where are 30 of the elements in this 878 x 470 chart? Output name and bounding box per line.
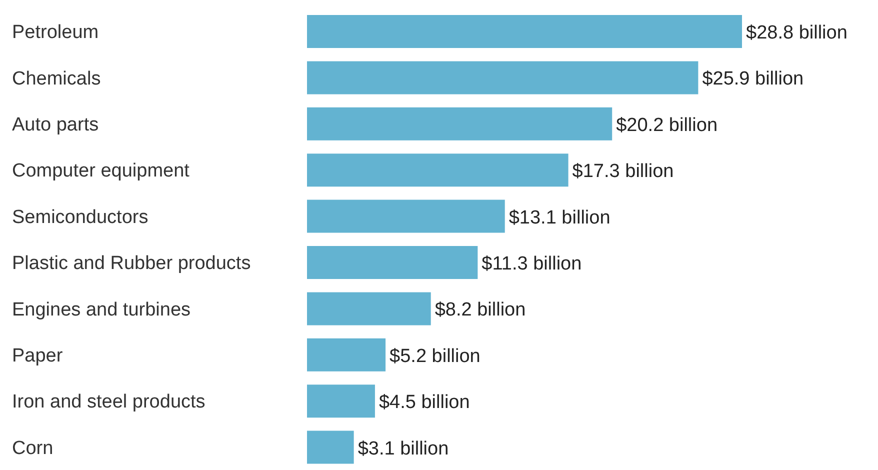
data-label: $20.2 billion: [616, 114, 718, 136]
bar: [307, 430, 354, 464]
y-tick-label: Paper: [12, 346, 64, 366]
data-label: $8.2 billion: [434, 300, 526, 321]
y-tick-label: Petroleum: [12, 22, 99, 44]
bar: [307, 384, 375, 418]
y-tick-label: Auto parts: [12, 114, 99, 136]
bar: [307, 154, 568, 187]
y-tick-label: Computer equipment: [12, 160, 190, 182]
data-label: $17.3 billion: [572, 161, 674, 182]
bar: [307, 200, 505, 233]
y-tick-label: Plastic and Rubber products: [12, 253, 251, 274]
data-label: $13.1 billion: [508, 207, 610, 228]
bar: [307, 292, 431, 326]
y-tick-label: Semiconductors: [12, 206, 148, 228]
data-label: $25.9 billion: [702, 68, 804, 90]
y-tick-label: Corn: [12, 438, 54, 459]
bar: [307, 107, 612, 140]
bar: [307, 338, 386, 372]
data-label: $3.1 billion: [358, 438, 449, 460]
y-tick-label: Iron and steel products: [12, 392, 206, 413]
data-label: $28.8 billion: [746, 22, 848, 44]
y-tick-label: Engines and turbines: [12, 299, 191, 320]
bar: [307, 15, 742, 48]
bar: [307, 246, 478, 279]
data-label: $4.5 billion: [378, 392, 470, 414]
y-tick-label: Chemicals: [12, 68, 101, 90]
data-label: $11.3 billion: [482, 254, 582, 274]
data-label: $5.2 billion: [390, 346, 480, 367]
bar: [307, 61, 698, 94]
